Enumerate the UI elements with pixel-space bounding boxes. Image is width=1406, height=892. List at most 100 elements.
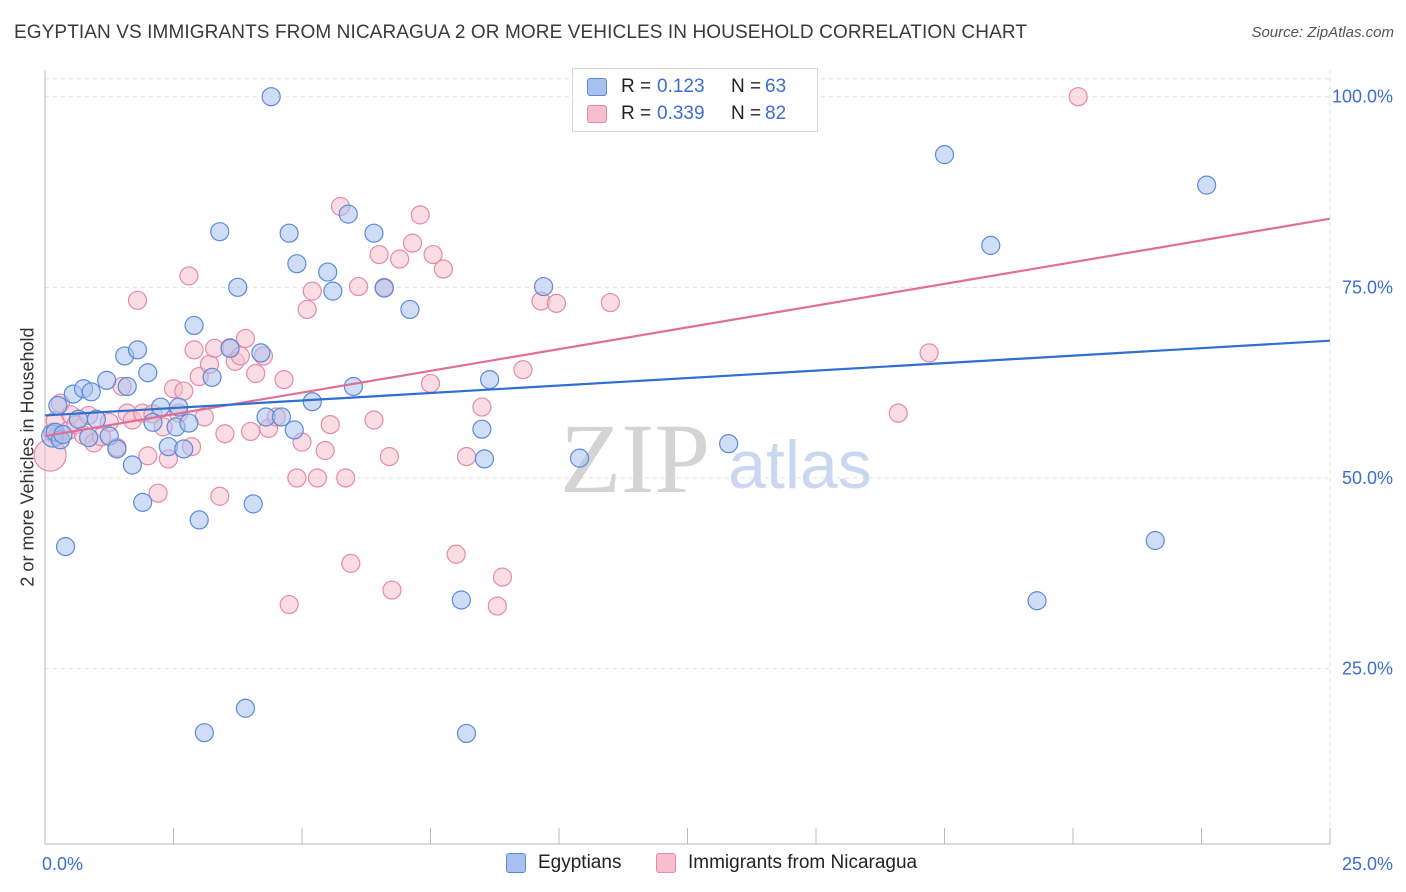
egyptian-point [271,407,292,427]
nicaragua-point [148,483,168,503]
y-tick-label: 75.0% [1342,277,1393,297]
egyptian-point [261,87,281,107]
egyptian-point [97,370,117,390]
nicaragua-point [348,276,369,297]
egyptian-point [569,448,590,468]
nicaragua-point [410,205,430,225]
nicaragua-point [336,468,356,488]
egyptian-point [451,590,471,610]
source-credit: Source: ZipAtlas.com [1251,24,1394,41]
y-tick-label: 25.0% [1342,659,1393,679]
egyptian-point [122,455,142,475]
legend-item-egyptians[interactable]: Egyptians [506,852,621,874]
nicaragua-point [279,594,299,615]
nicaragua-point [127,290,148,310]
egyptian-point [202,367,222,387]
egyptian-point [279,223,299,243]
series-nicaragua-points [33,87,1088,616]
legend-r-label: R = [621,76,652,97]
egyptian-point [343,376,363,397]
egyptian-point [1145,530,1165,551]
trend-lines [44,217,1331,438]
egyptian-point [474,449,495,469]
egyptian-point [127,340,148,360]
nicaragua-point [472,397,492,417]
nicaragua-point [492,567,513,587]
egyptian-point [287,254,307,274]
egyptian-point [174,439,194,459]
nicaragua-point [379,447,399,467]
nicaragua-point [210,486,230,506]
legend-r-value: 0.339 [657,103,705,124]
egyptian-point [338,204,358,224]
legend-n-value: 82 [765,103,787,124]
nicaragua-point [315,440,335,461]
egyptian-point [1027,591,1047,611]
tick-labels: 100.0% 75.0% 50.0% 25.0% 0.0% 25.0% [42,87,1393,874]
legend-r-label: R = [621,103,652,124]
legend-item-nicaragua[interactable]: Immigrants from Nicaragua [656,852,917,874]
egyptian-point [302,392,322,412]
egyptian-point [138,363,158,383]
egyptian-point [243,494,263,514]
egyptian-point [220,338,240,358]
nicaragua-point [513,360,533,380]
legend-item-label: Egyptians [538,852,622,873]
egyptian-point [55,537,76,557]
legend-swatch-pink [656,853,676,873]
nicaragua-point [369,244,389,265]
egyptian-point [400,299,420,320]
egyptian-point [151,397,171,417]
nicaragua-point [487,596,507,616]
nicaragua-point [423,244,443,265]
egyptian-point [284,420,304,440]
nicaragua-point [307,468,328,488]
egyptian-point [480,370,500,390]
nicaragua-point [456,447,477,467]
legend-r-value: 0.123 [657,76,705,97]
nicaragua-point [402,233,423,253]
nicaragua-point [600,292,621,313]
legend-n-label: N = [731,103,762,124]
y-tick-label: 50.0% [1342,468,1393,488]
egyptian-point [79,427,99,448]
legend-n-label: N = [731,76,762,97]
nicaragua-point [919,343,939,363]
nicaragua-point [215,424,235,444]
nicaragua-point [390,249,410,269]
nicaragua-point [1068,87,1088,107]
nicaragua-point [546,293,567,313]
egyptian-point [374,278,394,298]
chart-title: EGYPTIAN VS IMMIGRANTS FROM NICARAGUA 2 … [14,22,1028,43]
egyptian-point [934,145,955,165]
nicaragua-point [433,259,453,279]
egyptian-point [189,510,209,530]
y-tick-label: 100.0% [1332,87,1393,107]
nicaragua-point [246,363,266,384]
egyptian-point [533,276,554,297]
watermark-atlas: atlas [728,427,872,503]
egyptian-point [456,723,477,744]
egyptian-point [719,434,739,454]
nicaragua-point [184,340,204,360]
nicaragua-point [297,299,317,320]
egyptian-point [323,281,343,301]
egyptian-point [318,262,338,282]
egyptian-point [81,382,101,402]
nicaragua-point [287,468,307,488]
legend-stats: R = 0.123 N = 63 R = 0.339 N = 82 [572,68,818,132]
legend-swatch-blue [506,853,526,873]
egyptian-point [210,222,230,242]
trend-line-egyptians [44,339,1331,417]
legend-swatch-blue [587,78,607,96]
nicaragua-point [235,328,256,349]
nicaragua-point [888,403,908,423]
nicaragua-point [382,580,402,600]
egyptian-point [235,698,256,718]
egyptian-point [184,315,204,336]
nicaragua-point [364,410,384,430]
legend-swatch-pink [587,105,607,123]
nicaragua-point [420,373,441,394]
legend-n-value: 63 [765,76,787,97]
egyptian-point [981,235,1001,255]
